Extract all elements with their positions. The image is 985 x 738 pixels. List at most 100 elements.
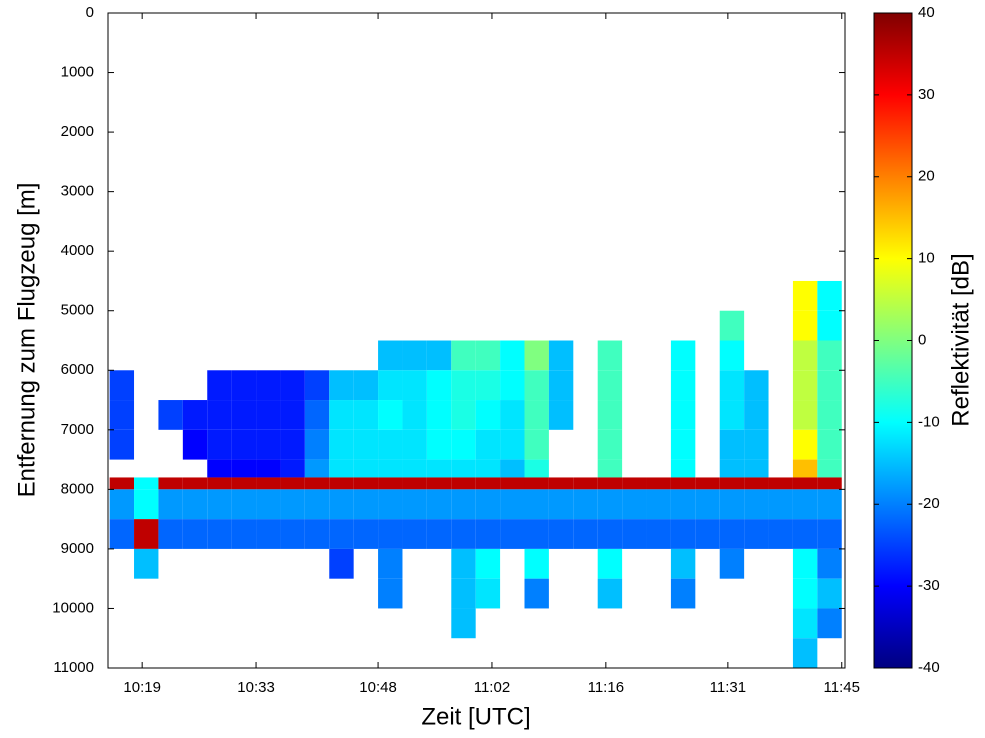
heatmap-cell	[670, 429, 696, 460]
heatmap-cell	[207, 459, 232, 478]
heatmap-cell	[207, 400, 232, 430]
heatmap-cell	[280, 477, 305, 490]
heatmap-cell	[792, 638, 818, 668]
heatmap-cell	[817, 370, 842, 401]
heatmap-cell	[475, 400, 501, 430]
heatmap-cell	[451, 489, 476, 520]
heatmap-cell	[548, 340, 574, 371]
heatmap-cell	[451, 400, 476, 430]
y-tick-label: 9000	[61, 540, 94, 557]
heatmap-cell	[378, 370, 403, 401]
heatmap-cell	[134, 519, 159, 549]
y-tick-label: 2000	[61, 123, 94, 140]
heatmap-cell	[792, 477, 818, 490]
heatmap-cell	[500, 519, 525, 549]
y-tick-label: 6000	[61, 361, 94, 378]
heatmap-cell	[353, 477, 379, 490]
heatmap-cell	[768, 477, 793, 490]
heatmap-cell	[158, 519, 183, 549]
heatmap-cell	[817, 340, 842, 371]
heatmap-cell	[792, 519, 818, 549]
heatmap-cell	[182, 429, 208, 460]
heatmap-cell	[256, 459, 281, 478]
heatmap-cell	[597, 370, 623, 401]
heatmap-cell	[670, 459, 696, 478]
heatmap-cell	[451, 429, 476, 460]
heatmap-cell	[304, 459, 330, 478]
colorbar-tick-label: 30	[918, 86, 935, 103]
heatmap-cell	[109, 477, 135, 490]
heatmap-cell	[719, 310, 745, 341]
heatmap-cell	[475, 477, 501, 490]
heatmap-cell	[670, 340, 696, 371]
heatmap-cell	[402, 489, 427, 520]
heatmap-cell	[622, 519, 647, 549]
heatmap-cell	[548, 519, 574, 549]
heatmap-cell	[378, 519, 403, 549]
y-tick-label: 8000	[61, 480, 94, 497]
colorbar	[873, 12, 913, 669]
heatmap-cell	[158, 477, 183, 490]
heatmap-cell	[573, 519, 598, 549]
heatmap-cell	[207, 489, 232, 520]
heatmap-cell	[426, 400, 452, 430]
heatmap-cell	[109, 370, 135, 401]
x-tick-label: 10:48	[359, 679, 397, 696]
heatmap-cell	[524, 400, 549, 430]
heatmap-cell	[451, 459, 476, 478]
y-tick-label: 4000	[61, 242, 94, 259]
heatmap-cell	[256, 477, 281, 490]
heatmap-cell	[329, 400, 354, 430]
heatmap-cell	[817, 477, 842, 490]
heatmap-cell	[158, 400, 183, 430]
heatmap-cell	[207, 477, 232, 490]
heatmap-cell	[475, 459, 501, 478]
heatmap-cell	[524, 370, 549, 401]
heatmap-cell	[426, 489, 452, 520]
colorbar-tick-label: -30	[918, 577, 940, 594]
heatmap-cell	[744, 400, 769, 430]
heatmap-cell	[353, 459, 379, 478]
heatmap-cell	[719, 519, 745, 549]
heatmap-cell	[524, 578, 549, 609]
heatmap-cell	[256, 400, 281, 430]
heatmap-cell	[548, 489, 574, 520]
heatmap-cell	[280, 489, 305, 520]
heatmap-cell	[792, 489, 818, 520]
heatmap-cell	[207, 519, 232, 549]
heatmap-cell	[182, 489, 208, 520]
heatmap-cell	[817, 608, 842, 639]
heatmap-cell	[475, 489, 501, 520]
heatmap-cell	[353, 489, 379, 520]
heatmap-cell	[426, 429, 452, 460]
heatmap-cell	[792, 459, 818, 478]
heatmap-cell	[744, 489, 769, 520]
heatmap-cell	[353, 400, 379, 430]
heatmap-cell	[426, 459, 452, 478]
x-axis-label: Zeit [UTC]	[421, 703, 530, 730]
x-tick-label: 10:33	[237, 679, 275, 696]
heatmap-cell	[792, 310, 818, 341]
heatmap-cell	[329, 370, 354, 401]
heatmap-cell	[646, 489, 671, 520]
colorbar-tick-label: 20	[918, 168, 935, 185]
heatmap-cell	[134, 548, 159, 579]
heatmap-cell	[817, 310, 842, 341]
heatmap-cell	[768, 519, 793, 549]
heatmap-cell	[524, 548, 549, 579]
heatmap-cell	[622, 477, 647, 490]
colorbar-label: Reflektivität [dB]	[947, 253, 974, 426]
heatmap-cell	[500, 429, 525, 460]
heatmap-cell	[695, 519, 720, 549]
colorbar-tick-label: 10	[918, 250, 935, 267]
heatmap-cell	[524, 340, 549, 371]
heatmap-cell	[280, 459, 305, 478]
heatmap-cell	[402, 519, 427, 549]
heatmap-cell	[109, 400, 135, 430]
heatmap-cell	[670, 548, 696, 579]
heatmap-cell	[207, 429, 232, 460]
y-tick-label: 0	[86, 4, 94, 21]
heatmap-cell	[597, 519, 623, 549]
heatmap-cell	[378, 400, 403, 430]
